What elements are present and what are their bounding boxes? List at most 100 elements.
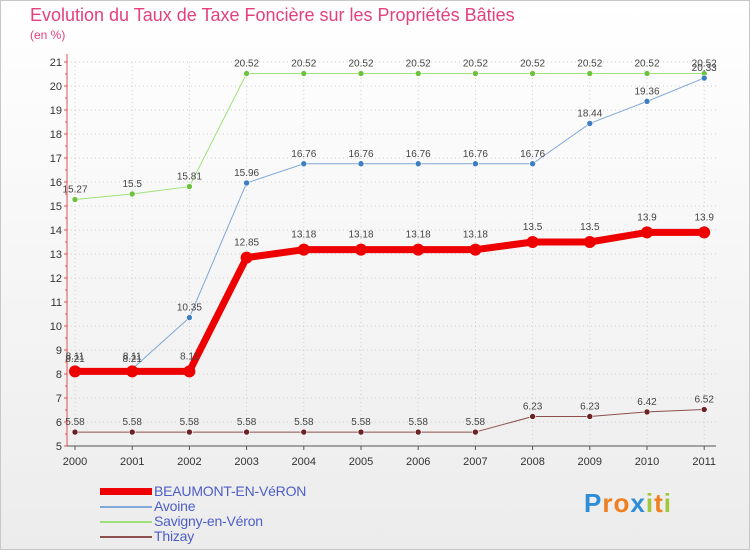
data-label: 20.52 [520, 59, 545, 70]
y-tick-label: 20 [50, 81, 62, 93]
logo-letter: i [663, 488, 672, 518]
data-label: 8.11 [123, 351, 142, 362]
data-label: 6.52 [694, 395, 714, 406]
data-point [240, 251, 253, 264]
data-label: 5.58 [65, 417, 85, 428]
data-label: 6.42 [637, 397, 657, 408]
data-point [355, 243, 367, 256]
x-tick-label: 2011 [692, 456, 716, 468]
data-label: 16.76 [291, 149, 316, 160]
x-tick-label: 2009 [578, 456, 602, 468]
data-point [586, 70, 594, 77]
data-label: 16.76 [463, 149, 488, 160]
data-label: 12.85 [234, 238, 259, 249]
series-line-1 [75, 77, 705, 370]
legend-label: BEAUMONT-EN-VéRON [154, 483, 307, 499]
data-point [586, 120, 594, 127]
data-label: 13.18 [406, 230, 431, 241]
data-point [643, 98, 651, 105]
x-tick-label: 2010 [635, 456, 659, 468]
data-label: 20.52 [692, 59, 717, 70]
data-point [71, 428, 79, 436]
legend-label: Avoine [154, 498, 196, 514]
y-tick-label: 16 [50, 177, 62, 189]
grid-lines [67, 61, 716, 447]
data-point [243, 179, 250, 187]
data-point [300, 70, 308, 77]
legend-label: Savigny-en-Véron [154, 513, 263, 529]
logo-letter: i [645, 488, 655, 518]
x-tick-label: 2008 [520, 456, 544, 468]
data-label: 8.21 [122, 354, 142, 365]
data-point [243, 428, 250, 436]
y-tick-label: 5 [56, 441, 62, 453]
y-tick-label: 8 [56, 369, 62, 381]
data-label: 19.36 [634, 86, 659, 97]
data-point [126, 365, 139, 378]
data-point [412, 243, 425, 256]
data-point [700, 74, 708, 82]
data-label: 20.33 [692, 63, 717, 74]
logo-letter: t [654, 488, 664, 518]
y-tick-label: 14 [50, 225, 62, 237]
data-label: 15.27 [62, 185, 87, 196]
data-label: 8.21 [65, 354, 85, 365]
legend-label: Thizay [154, 528, 195, 544]
data-label: 16.76 [520, 149, 545, 160]
data-point [700, 406, 708, 413]
data-label: 6.23 [523, 401, 543, 412]
x-tick-label: 2006 [406, 456, 430, 468]
data-point [526, 236, 539, 248]
logo-letter: P [584, 488, 603, 518]
y-tick-label: 12 [50, 273, 62, 285]
data-point [641, 226, 653, 239]
logo-letter: o [613, 488, 631, 518]
data-label: 13.5 [580, 222, 600, 233]
data-label: 15.81 [177, 172, 202, 183]
data-point [586, 413, 594, 420]
y-tick-label: 7 [56, 393, 62, 405]
data-point [698, 226, 711, 239]
logo-letter: r [602, 488, 614, 518]
data-label: 20.52 [291, 59, 316, 70]
logo-letter: x [630, 488, 646, 518]
x-tick-label: 2001 [120, 456, 144, 468]
data-point [183, 365, 196, 378]
data-point [69, 365, 81, 378]
data-point [414, 428, 422, 436]
series-line-0 [75, 228, 705, 375]
data-point [128, 190, 136, 198]
data-label: 20.52 [463, 59, 488, 70]
y-tick-label: 15 [50, 201, 62, 213]
x-tick-label: 2002 [177, 456, 201, 468]
y-tick-label: 21 [50, 57, 62, 69]
data-point [128, 428, 136, 436]
x-tick-label: 2007 [463, 456, 487, 468]
data-point [469, 243, 482, 256]
data-label: 5.58 [294, 417, 314, 428]
series-line-2 [74, 73, 705, 201]
x-tick-label: 2005 [349, 456, 373, 468]
data-label: 10.35 [177, 303, 202, 314]
y-tick-label: 9 [56, 345, 62, 357]
data-label: 13.5 [523, 222, 543, 233]
y-tick-label: 18 [50, 129, 62, 141]
series-lines [69, 70, 711, 436]
chart-title: Evolution du Taux de Taxe Foncière sur l… [30, 5, 515, 25]
data-point [71, 196, 79, 203]
series-line-3 [75, 409, 705, 433]
data-label: 13.18 [348, 230, 373, 241]
legend-swatch [100, 488, 152, 495]
legend-swatch [100, 536, 152, 538]
data-point [186, 183, 193, 190]
data-label: 8.11 [66, 351, 85, 362]
data-label: 13.18 [291, 230, 316, 241]
data-label: 6.23 [580, 401, 600, 412]
data-label: 5.58 [180, 417, 200, 428]
data-point [583, 236, 596, 248]
x-tick-label: 2003 [234, 456, 258, 468]
data-point [300, 160, 308, 168]
data-label: 20.52 [634, 59, 659, 70]
data-label: 5.58 [237, 417, 257, 428]
